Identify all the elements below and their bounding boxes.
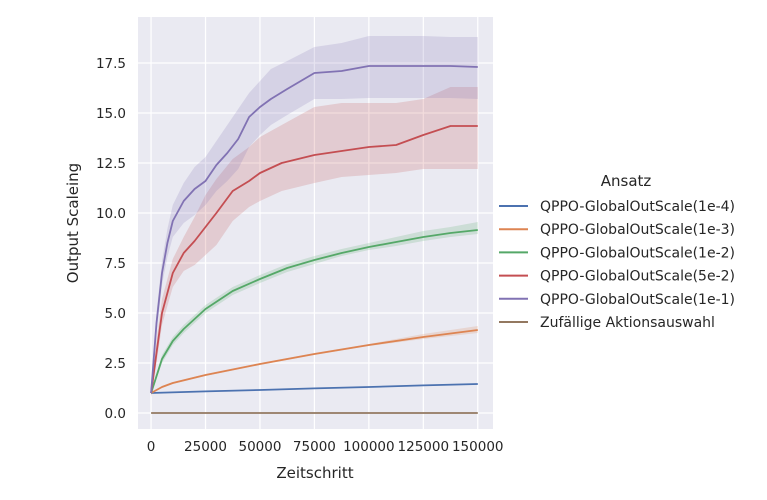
series-line <box>150 329 478 394</box>
x-tick-label: 125000 <box>398 439 450 455</box>
y-tick-label: 0.0 <box>105 406 126 422</box>
legend-entry: QPPO-GlobalOutScale(1e-3) <box>540 222 735 238</box>
x-axis-title: Zeitschritt <box>276 464 353 482</box>
series-line <box>151 383 478 394</box>
x-tick-label: 50000 <box>238 439 281 455</box>
legend-title: Ansatz <box>601 172 652 190</box>
legend-entry: QPPO-GlobalOutScale(1e-4) <box>540 199 735 215</box>
x-tick-label: 25000 <box>184 439 227 455</box>
legend-entry: QPPO-GlobalOutScale(1e-2) <box>540 245 735 261</box>
series-lines <box>150 65 478 414</box>
legend-entry: QPPO-GlobalOutScale(5e-2) <box>540 269 735 285</box>
x-tick-labels: 0 25000 50000 75000 100000 125000 150000 <box>147 439 504 455</box>
y-tick-label: 10.0 <box>96 206 126 222</box>
legend-entry: QPPO-GlobalOutScale(1e-1) <box>540 292 735 308</box>
confidence-band <box>151 326 478 393</box>
legend: Ansatz QPPO-GlobalOutScale(1e-4) QPPO-Glo… <box>499 172 735 331</box>
series-line <box>150 125 478 394</box>
x-tick-label: 100000 <box>343 439 395 455</box>
confidence-band <box>151 36 478 397</box>
legend-entry: Zufällige Aktionsauswahl <box>540 315 715 331</box>
y-tick-label: 2.5 <box>105 356 126 372</box>
x-tick-label: 0 <box>147 439 156 455</box>
y-tick-label: 5.0 <box>105 306 126 322</box>
y-axis-title: Output Scaleing <box>64 163 82 283</box>
y-tick-labels: 0.0 2.5 5.0 7.5 10.0 12.5 15.0 17.5 <box>96 56 126 422</box>
series-line <box>150 65 478 394</box>
confidence-band <box>151 222 478 395</box>
y-tick-label: 12.5 <box>96 156 126 172</box>
x-tick-label: 75000 <box>293 439 336 455</box>
y-tick-label: 15.0 <box>96 106 126 122</box>
y-tick-label: 7.5 <box>105 256 126 272</box>
series-line <box>150 229 478 394</box>
x-tick-label: 150000 <box>452 439 504 455</box>
plot-background <box>138 17 493 429</box>
confidence-band <box>151 87 478 397</box>
y-tick-label: 17.5 <box>96 56 126 72</box>
